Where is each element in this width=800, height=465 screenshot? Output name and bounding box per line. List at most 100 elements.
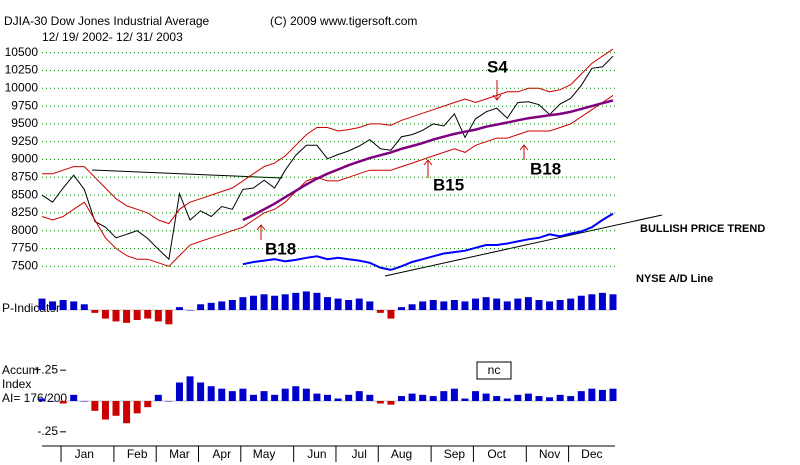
bar — [112, 310, 120, 322]
bar — [345, 394, 353, 401]
trend-line — [384, 214, 663, 277]
bar — [123, 310, 131, 323]
bar — [577, 391, 585, 401]
bar — [503, 398, 511, 401]
bar — [588, 294, 596, 310]
bar — [249, 295, 257, 310]
bar — [419, 394, 427, 401]
bar — [228, 391, 236, 401]
annotation: B18 — [530, 159, 561, 178]
y-tick-label: +.25 — [34, 362, 58, 376]
bar — [450, 388, 458, 401]
bar — [334, 298, 342, 310]
bar — [567, 298, 575, 310]
trend-line — [91, 169, 283, 179]
bar — [609, 294, 617, 310]
annotation: NYSE A/D Line — [636, 273, 713, 285]
bar — [175, 307, 183, 310]
bar — [112, 401, 120, 416]
bar — [281, 388, 289, 401]
bar — [355, 391, 363, 401]
y-tick-label: 8250 — [11, 205, 38, 219]
bar — [588, 388, 596, 401]
x-tick-label: Sep — [444, 447, 466, 461]
bar — [440, 391, 448, 401]
x-tick-label: Apr — [212, 447, 231, 461]
bar — [398, 307, 406, 310]
bar — [123, 401, 131, 424]
bar — [514, 298, 522, 310]
y-tick-label: 7500 — [11, 258, 38, 272]
bar — [271, 295, 279, 310]
bar — [302, 291, 310, 310]
bar — [186, 376, 194, 401]
bar — [366, 301, 374, 310]
bar — [144, 401, 152, 408]
series-line — [242, 212, 614, 271]
bar — [324, 394, 331, 401]
bar — [228, 300, 236, 310]
bar — [472, 391, 480, 401]
bar — [387, 401, 395, 405]
bar — [450, 300, 458, 310]
bar — [218, 388, 226, 401]
bar — [133, 401, 141, 414]
series-line — [41, 94, 614, 267]
series-line — [42, 48, 614, 225]
bar — [70, 301, 78, 310]
bar — [154, 310, 162, 322]
y-tick-label: 9000 — [11, 152, 38, 166]
bar — [514, 394, 522, 401]
bar — [197, 382, 205, 401]
bar — [567, 396, 575, 401]
bar — [535, 300, 543, 310]
bar — [249, 394, 257, 401]
bar — [429, 396, 437, 401]
bar — [313, 393, 321, 401]
y-tick-label: 9750 — [11, 98, 38, 112]
bar — [482, 297, 490, 310]
annotation: BULLISH PRICE TREND — [640, 223, 765, 235]
bar — [419, 301, 427, 310]
panel-label: Accum — [2, 363, 39, 377]
bar — [376, 310, 384, 313]
subtitle: 12/ 19/ 2002- 12/ 31/ 2003 — [42, 30, 183, 44]
bar — [239, 297, 247, 310]
bar — [292, 386, 300, 401]
bar — [546, 397, 554, 401]
bar — [334, 398, 342, 401]
bar — [175, 382, 183, 401]
x-tick-label: Feb — [127, 447, 148, 461]
y-tick-label: 8750 — [11, 169, 38, 183]
bar — [38, 398, 46, 401]
y-tick-label: 9500 — [11, 116, 38, 130]
x-tick-label: Mar — [169, 447, 190, 461]
y-tick-label: -.25 — [37, 424, 58, 438]
bar — [260, 391, 268, 401]
bar — [80, 401, 88, 402]
bar — [59, 401, 67, 404]
bar — [186, 310, 194, 311]
chart-title: DJIA-30 Dow Jones Industrial Average — [4, 14, 210, 28]
bar — [461, 398, 469, 401]
bar — [577, 295, 585, 310]
bar — [493, 298, 501, 310]
bar — [324, 297, 331, 310]
bar — [292, 292, 300, 310]
y-tick-label: 8500 — [11, 187, 38, 201]
y-tick-label: 7750 — [11, 241, 38, 255]
bar — [366, 394, 374, 401]
annotation: B15 — [433, 175, 464, 194]
bar — [355, 298, 363, 310]
bar — [598, 389, 606, 401]
bar — [80, 304, 88, 310]
x-tick-label: Jan — [75, 447, 94, 461]
bar — [408, 393, 416, 401]
bar — [59, 300, 67, 310]
panel-label: Index — [2, 377, 31, 391]
bar — [271, 394, 279, 401]
bar — [535, 396, 543, 401]
panel-label: AI= 176/200 — [2, 391, 67, 405]
note: nc — [488, 363, 501, 377]
